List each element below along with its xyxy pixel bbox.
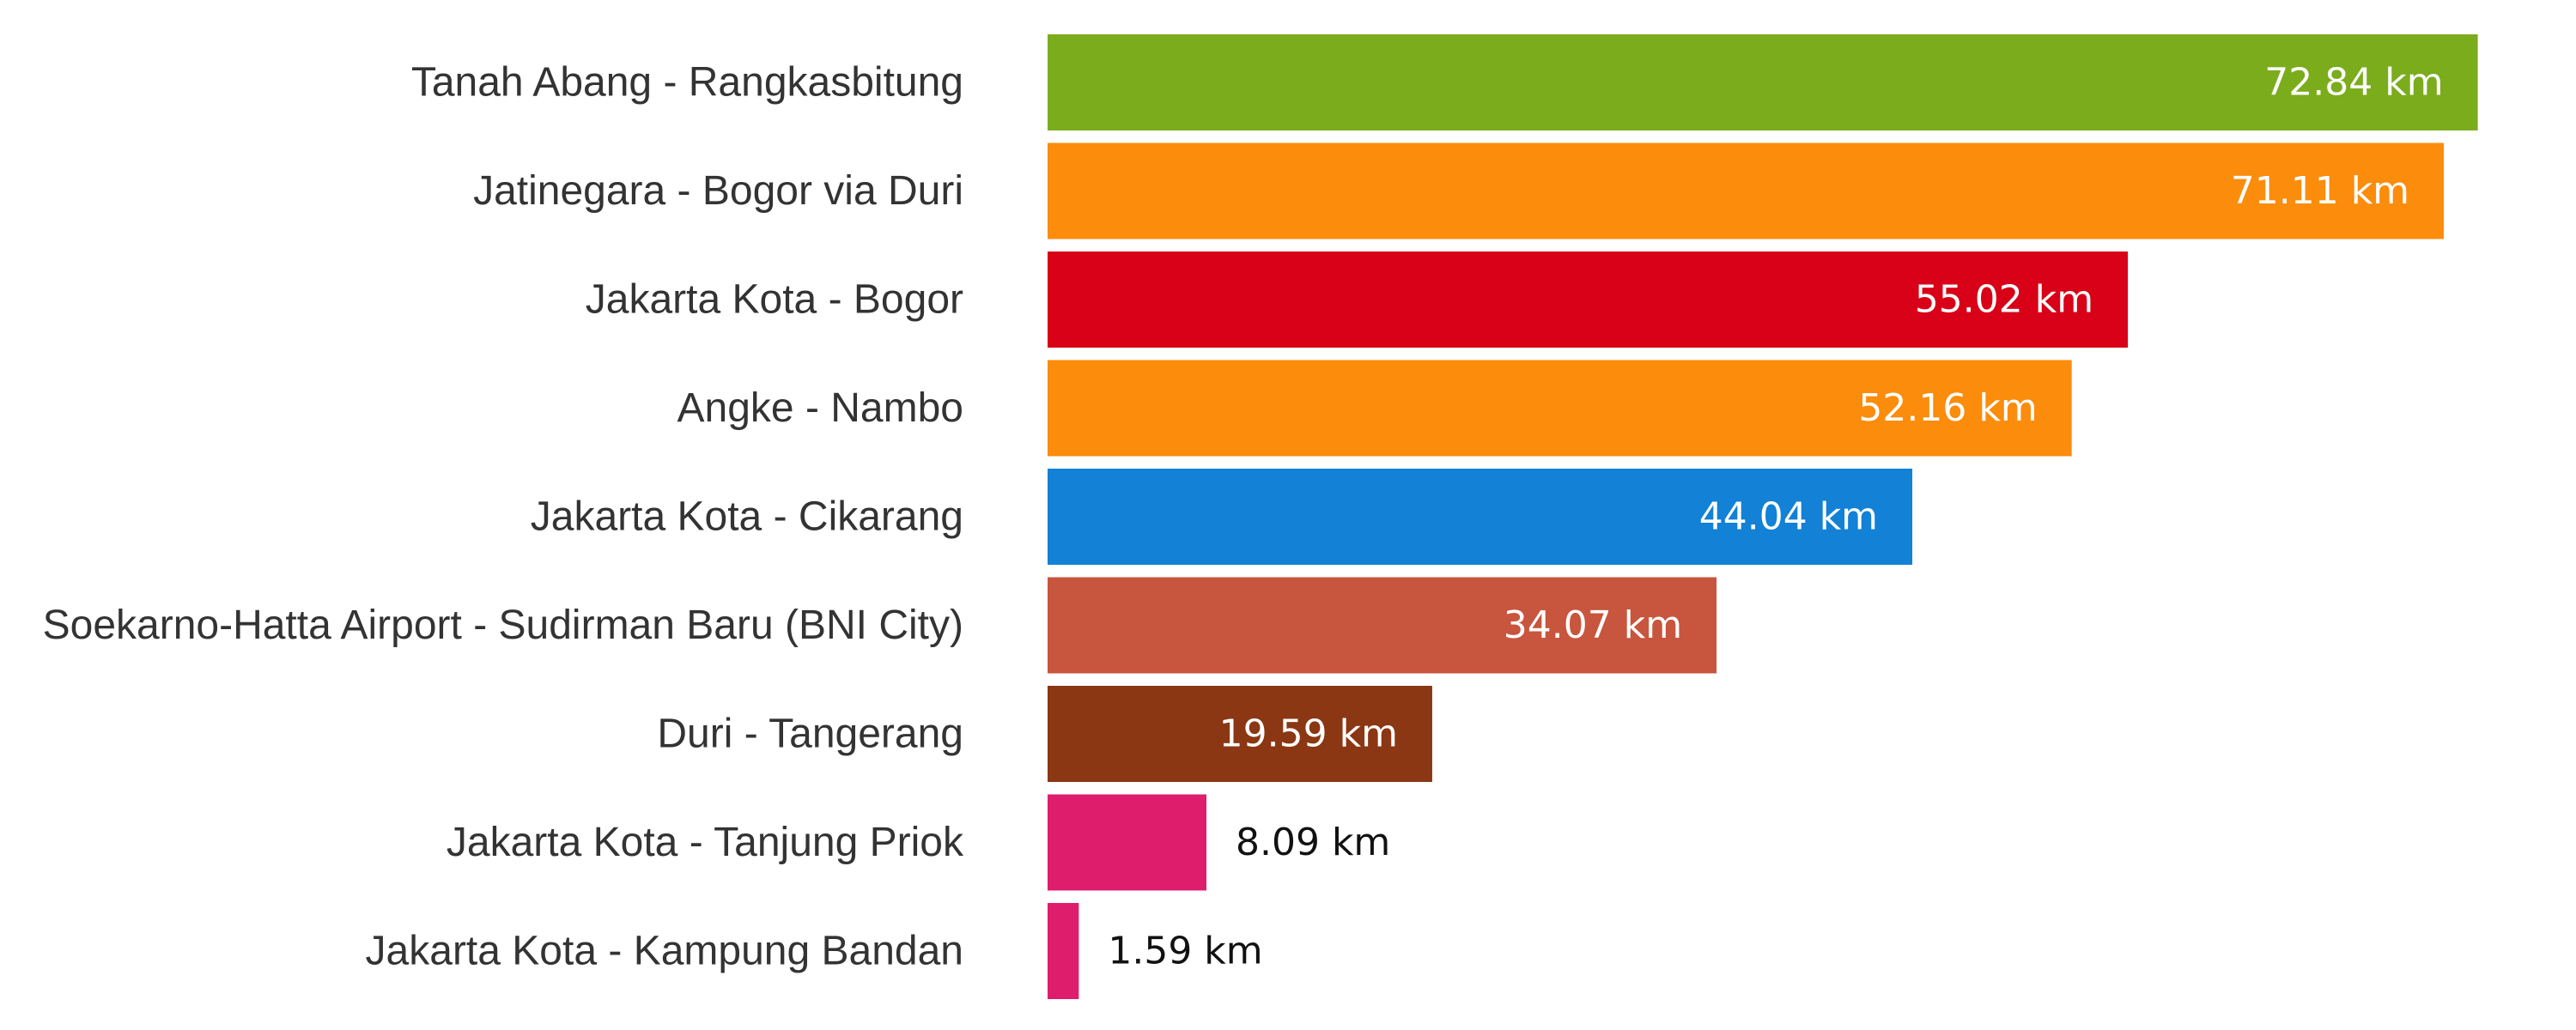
value-labels-layer: 72.84 km 71.11 km 55.02 km 52.16 km 44.04 km…: [1108, 61, 2443, 973]
bar: [1048, 577, 1717, 674]
bar: [1048, 142, 2445, 239]
category-label: Soekarno-Hatta Airport - Sudirman Baru (…: [43, 603, 963, 648]
category-label: Jakarta Kota - Kampung Bandan: [366, 929, 963, 974]
value-label: 19.59 km: [1219, 712, 1398, 756]
category-label: Duri - Tangerang: [657, 712, 963, 757]
value-label: 8.09 km: [1236, 821, 1390, 864]
bars-layer: [1048, 34, 2478, 999]
bar: [1048, 251, 2129, 348]
bar: [1048, 686, 1432, 782]
category-label: Jakarta Kota - Cikarang: [531, 494, 963, 540]
bar: [1048, 34, 2478, 130]
bar: [1048, 360, 2072, 457]
category-label: Jatinegara - Bogor via Duri: [473, 168, 963, 214]
value-label: 1.59 km: [1108, 930, 1262, 973]
bar: [1048, 794, 1206, 891]
category-label: Jakarta Kota - Tanjung Priok: [447, 820, 964, 865]
value-label: 55.02 km: [1915, 278, 2093, 322]
category-label: Jakarta Kota - Bogor: [586, 277, 963, 323]
value-label: 52.16 km: [1858, 386, 2037, 430]
value-label: 34.07 km: [1504, 603, 1682, 647]
bar: [1048, 469, 1913, 565]
value-label: 71.11 km: [2231, 169, 2409, 213]
category-label: Angke - Nambo: [677, 385, 964, 431]
value-label: 72.84 km: [2264, 61, 2443, 105]
category-labels-layer: Tanah Abang - Rangkasbitung Jatinegara - …: [43, 60, 964, 974]
bar: [1048, 903, 1079, 999]
value-label: 44.04 km: [1699, 495, 1878, 539]
category-label: Tanah Abang - Rangkasbitung: [411, 60, 963, 106]
